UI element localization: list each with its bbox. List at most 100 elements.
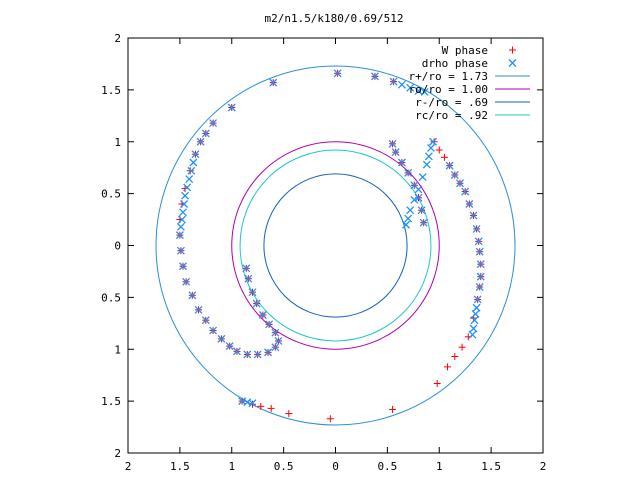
- data-point-w-phase: [389, 405, 397, 413]
- data-point-drho-phase: [243, 350, 252, 359]
- data-point-drho-phase: [187, 166, 196, 175]
- legend-label: r+/ro = 1.73: [409, 70, 488, 83]
- data-point-drho-phase: [417, 206, 426, 215]
- data-point-drho-phase: [176, 246, 185, 255]
- data-point-drho-phase: [474, 237, 483, 246]
- y-tick-label: 0.5: [101, 291, 121, 304]
- data-point-drho-phase: [182, 277, 191, 286]
- curve-circle-3: [263, 173, 408, 318]
- data-point-drho-phase: [468, 330, 477, 339]
- data-point-drho-phase: [472, 303, 481, 312]
- data-point-drho-phase: [389, 77, 398, 86]
- data-point-drho-phase: [175, 231, 184, 240]
- data-point-drho-phase: [258, 311, 267, 319]
- circle-curves: [155, 65, 516, 426]
- data-point-drho-phase: [176, 222, 185, 231]
- data-point-w-phase: [440, 153, 448, 161]
- data-point-w-phase: [186, 167, 194, 175]
- x-tick-label: 1: [436, 460, 443, 473]
- data-point-w-phase: [257, 402, 265, 410]
- data-point-drho-phase: [253, 350, 262, 359]
- y-tick-label: 2: [114, 447, 121, 460]
- data-point-drho-phase: [201, 129, 210, 138]
- data-point-drho-phase: [473, 295, 482, 304]
- legend-label: r-/ro = .69: [415, 96, 488, 109]
- data-point-drho-phase: [209, 119, 218, 128]
- data-point-drho-phase: [469, 211, 478, 220]
- data-point-drho-phase: [191, 150, 200, 159]
- data-point-drho-phase: [404, 214, 413, 223]
- data-point-drho-phase: [476, 272, 485, 281]
- data-point-w-phase: [435, 146, 443, 154]
- data-point-drho-phase: [472, 224, 481, 233]
- x-tick-label: 0.5: [274, 460, 294, 473]
- data-point-drho-phase: [274, 336, 283, 345]
- data-point-w-phase: [267, 404, 275, 412]
- data-point-drho-phase: [271, 343, 280, 352]
- data-point-drho-phase: [179, 262, 187, 271]
- data-point-drho-phase: [194, 305, 203, 314]
- curve-circle-1: [155, 65, 516, 426]
- y-tick-label: 2: [114, 32, 121, 45]
- data-point-drho-phase: [456, 179, 464, 188]
- data-point-drho-phase: [271, 328, 280, 337]
- data-point-w-phase: [430, 138, 438, 146]
- data-point-w-phase: [458, 343, 466, 351]
- data-point-drho-phase: [406, 83, 415, 92]
- data-point-drho-phase: [248, 288, 257, 297]
- data-point-drho-phase: [181, 191, 190, 200]
- y-tick-label: 0: [114, 240, 121, 253]
- data-point-drho-phase: [470, 316, 479, 325]
- data-point-drho-phase: [232, 347, 241, 356]
- data-point-drho-phase: [177, 215, 186, 224]
- legend-label: ro/ro = 1.00: [409, 83, 488, 96]
- curve-circle-4: [239, 149, 432, 342]
- data-point-drho-phase: [402, 220, 411, 229]
- x-tick-label: 1.5: [481, 460, 501, 473]
- data-point-drho-phase: [252, 299, 261, 308]
- data-point-drho-phase: [188, 291, 197, 300]
- data-point-drho-phase: [201, 316, 210, 325]
- data-point-drho-phase: [471, 310, 480, 318]
- data-point-drho-phase: [475, 283, 484, 291]
- data-point-drho-phase: [429, 137, 437, 146]
- data-points: [175, 69, 485, 423]
- data-point-drho-phase: [189, 158, 198, 167]
- data-point-drho-phase: [388, 139, 397, 148]
- data-point-drho-phase: [217, 334, 226, 343]
- data-point-drho-phase: [476, 260, 485, 269]
- data-point-drho-phase: [465, 200, 474, 208]
- data-point-drho-phase: [414, 86, 423, 95]
- legend-label: W phase: [442, 44, 488, 57]
- y-tick-label: 1.5: [101, 395, 121, 408]
- data-point-drho-phase: [225, 342, 234, 351]
- data-point-drho-phase: [418, 173, 427, 181]
- x-tick-label: 2: [540, 460, 547, 473]
- data-point-w-phase: [444, 363, 452, 371]
- data-point-drho-phase: [265, 320, 274, 329]
- chart-title: m2/n1.5/k180/0.69/512: [264, 12, 403, 25]
- x-tick-label: 1: [228, 460, 235, 473]
- data-point-w-phase: [451, 353, 459, 361]
- y-tick-label: 1: [114, 136, 121, 149]
- data-point-drho-phase: [370, 72, 379, 81]
- data-point-drho-phase: [419, 218, 428, 227]
- data-point-drho-phase: [422, 160, 431, 169]
- data-point-drho-phase: [244, 274, 253, 283]
- data-point-drho-phase: [424, 152, 433, 161]
- x-tick-label: 2: [125, 460, 132, 473]
- data-point-drho-phase: [426, 144, 435, 152]
- data-point-drho-phase: [264, 348, 273, 357]
- data-point-drho-phase: [469, 324, 478, 333]
- data-point-drho-phase: [450, 170, 459, 179]
- data-point-drho-phase: [397, 158, 406, 167]
- data-point-drho-phase: [475, 247, 484, 256]
- data-point-drho-phase: [333, 69, 342, 78]
- data-point-drho-phase: [420, 87, 429, 96]
- data-point-drho-phase: [209, 326, 218, 335]
- x-tick-label: 0.5: [377, 460, 397, 473]
- y-tick-label: 1: [114, 343, 121, 356]
- data-point-drho-phase: [227, 103, 236, 112]
